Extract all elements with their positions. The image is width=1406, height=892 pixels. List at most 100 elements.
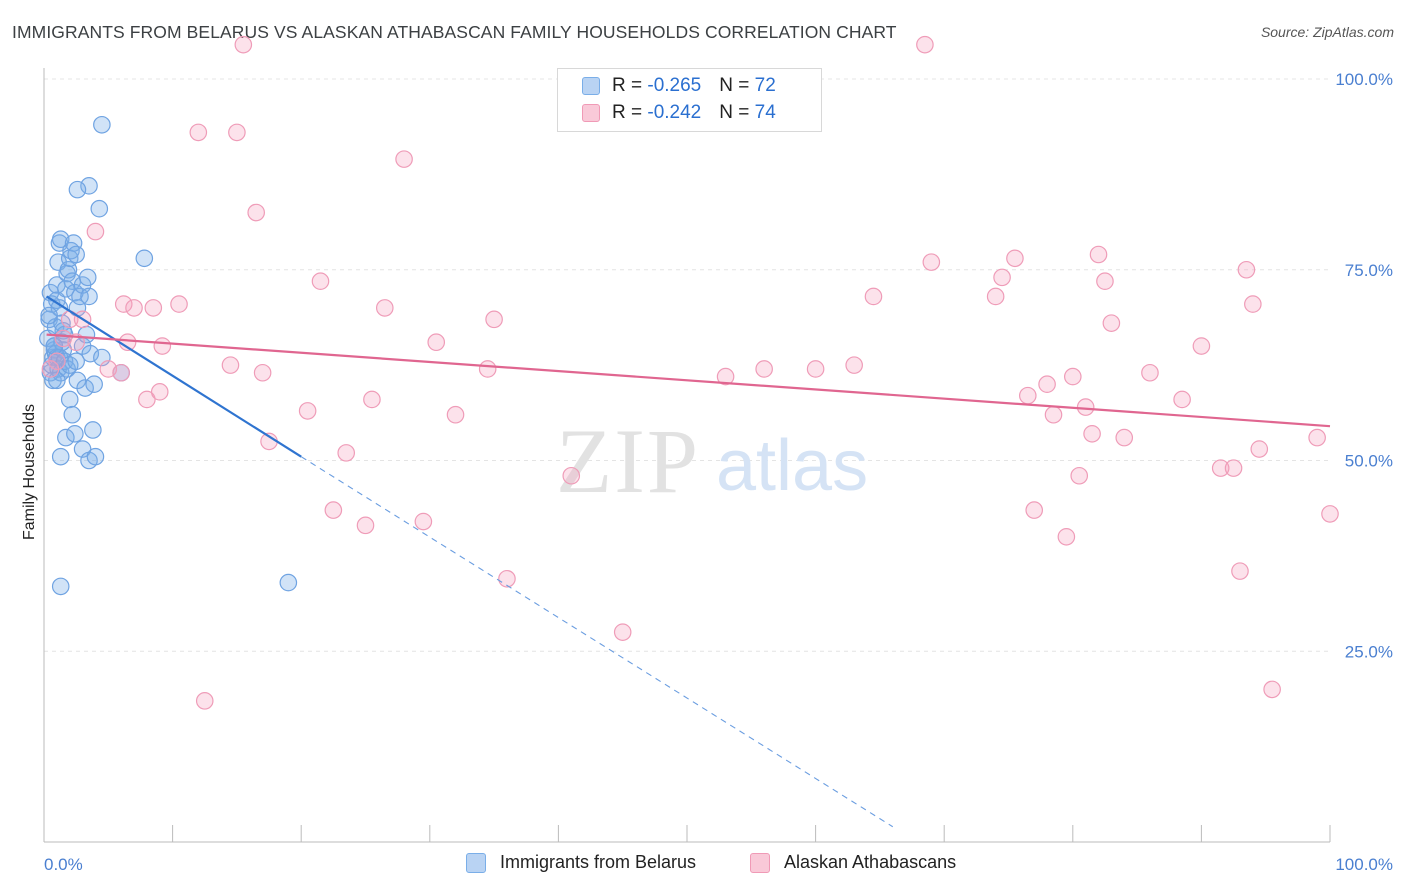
athabascan-point [170,295,188,313]
athabascan-point [356,516,375,535]
athabascan-point [1083,424,1101,443]
belarus-r-value: -0.265 [647,75,702,96]
athabascan-point [67,333,85,352]
r-label: R = [612,102,648,123]
athabascan-point [1057,527,1076,546]
athabascan-point [478,360,497,378]
athabascan-point [1006,249,1024,268]
athabascan-point [144,299,163,317]
athabascan-point [228,123,246,142]
y-tick-label: 50.0% [1345,452,1393,471]
athabascan-point [375,299,394,317]
n-label: N = [719,102,755,123]
athabascan-point [234,35,253,54]
stats-legend-row-athabascan: R = -0.242 N = 74 [582,100,776,126]
belarus-point [66,424,84,443]
belarus-point [90,199,109,218]
stats-legend: R = -0.265 N = 72 R = -0.242 N = 74 [557,68,822,132]
belarus-point [81,344,100,363]
belarus-point [80,177,98,195]
legend-item-belarus: Immigrants from Belarus [466,852,696,873]
watermark-atlas: atlas [716,426,868,506]
belarus-point [71,287,89,306]
athabascan-point [427,333,446,352]
athabascan-point [1141,363,1159,382]
axes [43,68,1331,843]
legend-label-athabascan: Alaskan Athabascans [784,852,957,872]
athabascan-point [1308,428,1326,447]
watermark-zip: ZIP [556,410,700,512]
data-points [39,35,1339,710]
athabascan-point [1102,314,1121,332]
athabascan-point [1224,459,1243,477]
r-label: R = [612,75,648,96]
athabascan-point [1192,337,1211,355]
belarus-point [80,287,98,306]
belarus-trend-extension [300,456,894,828]
belarus-point [67,245,85,264]
athabascan-point [189,123,208,142]
athabascan-swatch [582,104,600,122]
athabascan-point [247,203,265,222]
athabascan-n-value: 74 [754,102,776,123]
athabascan-point [1263,680,1281,699]
belarus-trend-line [45,295,302,458]
athabascan-point [114,295,133,313]
athabascan-point [395,150,413,168]
athabascan-point [1250,440,1269,458]
legend-swatch-belarus [466,852,486,873]
belarus-point [84,421,102,439]
athabascan-point [1044,405,1063,424]
athabascan-point [986,287,1005,306]
trend-lines [45,295,1331,828]
athabascan-point [864,287,883,306]
athabascan-r-value: -0.242 [647,102,702,123]
athabascan-point [1070,466,1089,485]
x-tick-label: 100.0% [1335,855,1393,874]
belarus-point [64,234,83,252]
belarus-swatch [582,77,600,95]
belarus-point [279,573,298,592]
legend-label-belarus: Immigrants from Belarus [500,852,697,872]
athabascan-point [1231,562,1249,580]
y-tick-label: 100.0% [1335,70,1393,89]
y-tick-label: 25.0% [1345,642,1393,661]
belarus-point [78,268,97,287]
belarus-point [57,428,75,447]
belarus-point [60,390,79,409]
athabascan-point [1096,272,1114,290]
n-label: N = [719,75,755,96]
athabascan-point [311,272,330,290]
athabascan-point [138,390,156,409]
athabascan-point [150,383,169,401]
athabascan-point [1025,501,1044,519]
athabascan-point [1237,260,1256,279]
athabascan-point [1115,428,1134,447]
athabascan-point [806,360,825,378]
athabascan-point [1018,386,1037,405]
belarus-n-value: 72 [754,75,776,96]
belarus-point [86,447,105,466]
athabascan-point [195,692,214,710]
athabascan-point [922,253,941,271]
athabascan-point [1089,245,1108,264]
athabascan-point [716,367,735,386]
stats-legend-row-belarus: R = -0.265 N = 72 [582,73,776,99]
athabascan-point [1211,459,1230,477]
athabascan-point [337,444,356,462]
athabascan-point [221,356,240,374]
legend-item-athabascan: Alaskan Athabascans [750,852,956,873]
belarus-point [67,352,85,371]
athabascan-point [1173,390,1191,409]
athabascan-point [112,363,130,382]
x-tick-label: 0.0% [44,855,83,874]
tick-labels: 25.0% 50.0% 75.0% 100.0% 0.0% 100.0% [44,70,1393,874]
athabascan-point [485,310,503,329]
athabascan-point [1244,295,1262,313]
belarus-point [40,306,58,325]
athabascan-point [1038,375,1056,393]
athabascan-point [1076,398,1095,416]
athabascan-point [498,569,516,588]
athabascan-point [562,466,581,485]
